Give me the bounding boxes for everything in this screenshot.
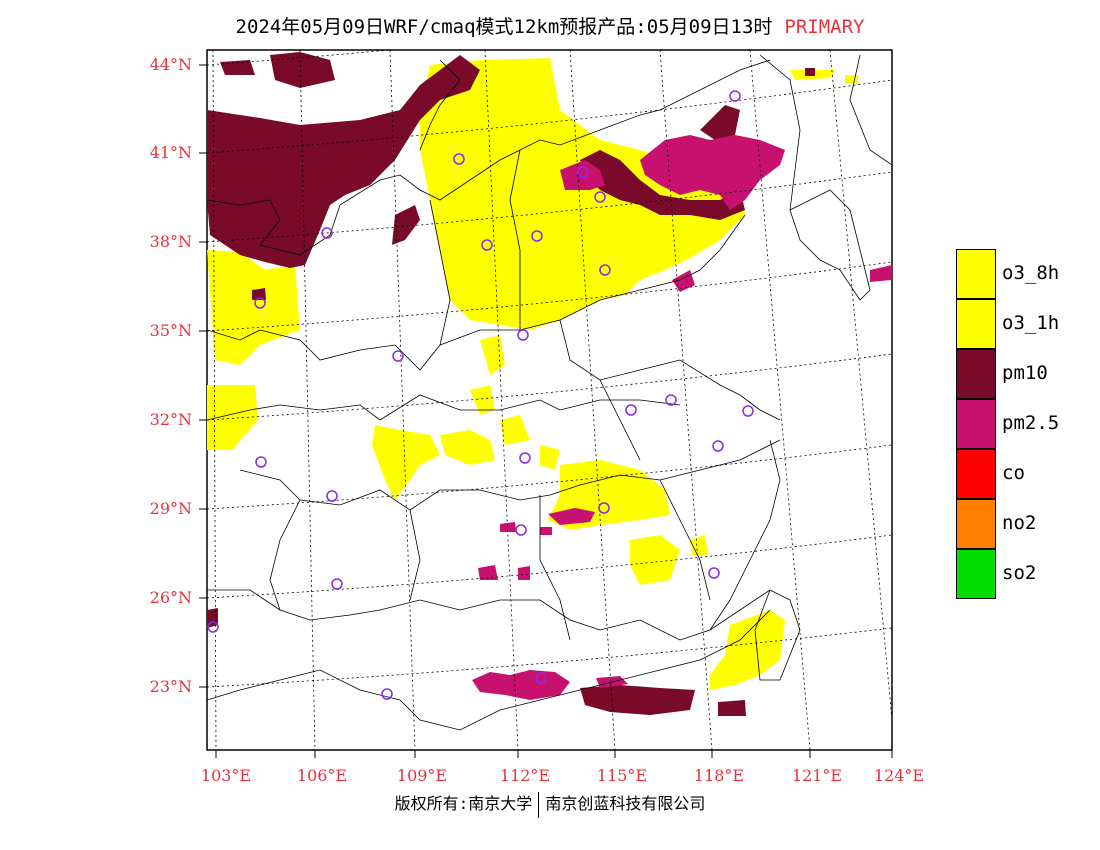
station-marker: [321, 227, 333, 239]
legend-swatch-o3-8h: [956, 249, 996, 299]
lat-label: 44°N: [149, 55, 192, 74]
station-marker: [515, 524, 527, 536]
station-marker: [708, 567, 720, 579]
lat-label: 38°N: [149, 232, 192, 251]
station-marker: [594, 191, 606, 203]
legend-label-o3-1h: o3_1h: [1002, 312, 1060, 334]
lon-label: 118°E: [693, 766, 745, 785]
station-marker: [535, 672, 547, 684]
legend-swatch-co: [956, 449, 996, 499]
station-marker: [326, 490, 338, 502]
lat-label: 41°N: [149, 143, 192, 162]
lon-label: 112°E: [499, 766, 551, 785]
station-marker: [625, 404, 637, 416]
legend-swatch-pm25: [956, 399, 996, 449]
legend-label-no2: no2: [1002, 512, 1037, 534]
station-marker: [712, 440, 724, 452]
map-title: 2024年05月09日WRF/cmaq模式12km预报产品:05月09日13时 P…: [0, 12, 1100, 39]
lon-label: 124°E: [873, 766, 925, 785]
copyright-left: 版权所有:南京大学: [394, 794, 533, 813]
station-marker: [381, 688, 393, 700]
legend-label-pm25: pm2.5: [1002, 412, 1060, 434]
station-marker: [453, 153, 465, 165]
legend-swatch-o3-1h: [956, 299, 996, 349]
station-marker: [481, 239, 493, 251]
lon-label: 106°E: [296, 766, 348, 785]
station-marker: [254, 297, 266, 309]
graticule: [207, 50, 892, 750]
footer-divider: [538, 791, 540, 818]
station-marker: [519, 452, 531, 464]
station-marker: [577, 166, 589, 178]
lon-label: 109°E: [396, 766, 448, 785]
lat-label: 32°N: [149, 410, 192, 429]
legend-swatch-no2: [956, 499, 996, 549]
legend-swatch-pm10: [956, 349, 996, 399]
legend-label-co: co: [1002, 462, 1025, 484]
station-marker: [665, 394, 677, 406]
station-marker: [729, 90, 741, 102]
pm10-region: [207, 52, 815, 716]
copyright-right: 南京创蓝科技有限公司: [545, 794, 706, 813]
lat-label: 26°N: [149, 588, 192, 607]
station-marker: [599, 264, 611, 276]
legend-label-so2: so2: [1002, 562, 1037, 584]
lat-label: 29°N: [149, 499, 192, 518]
station-marker: [331, 578, 343, 590]
station-marker: [598, 502, 610, 514]
boundary-lines: [207, 54, 892, 731]
station-marker: [742, 405, 754, 417]
lon-label: 121°E: [791, 766, 843, 785]
legend-label-o3-8h: o3_8h: [1002, 262, 1060, 284]
station-marker: [255, 456, 267, 468]
legend-label-pm10: pm10: [1002, 362, 1048, 384]
station-marker: [207, 621, 219, 633]
lat-label: 35°N: [149, 321, 192, 340]
lat-label: 23°N: [149, 677, 192, 696]
station-marker: [517, 329, 529, 341]
lon-label: 115°E: [596, 766, 648, 785]
lon-label: 103°E: [200, 766, 252, 785]
station-markers: [207, 90, 754, 700]
station-marker: [392, 350, 404, 362]
axis-ticks: [199, 64, 893, 758]
title-main: 2024年05月09日WRF/cmaq模式12km预报产品:05月09日13时: [235, 16, 773, 38]
o3-region: [207, 58, 858, 690]
legend-swatch-so2: [956, 549, 996, 599]
title-tag: PRIMARY: [784, 16, 865, 38]
copyright-footer: 版权所有:南京大学 南京创蓝科技有限公司: [0, 790, 1100, 818]
station-marker: [531, 230, 543, 242]
